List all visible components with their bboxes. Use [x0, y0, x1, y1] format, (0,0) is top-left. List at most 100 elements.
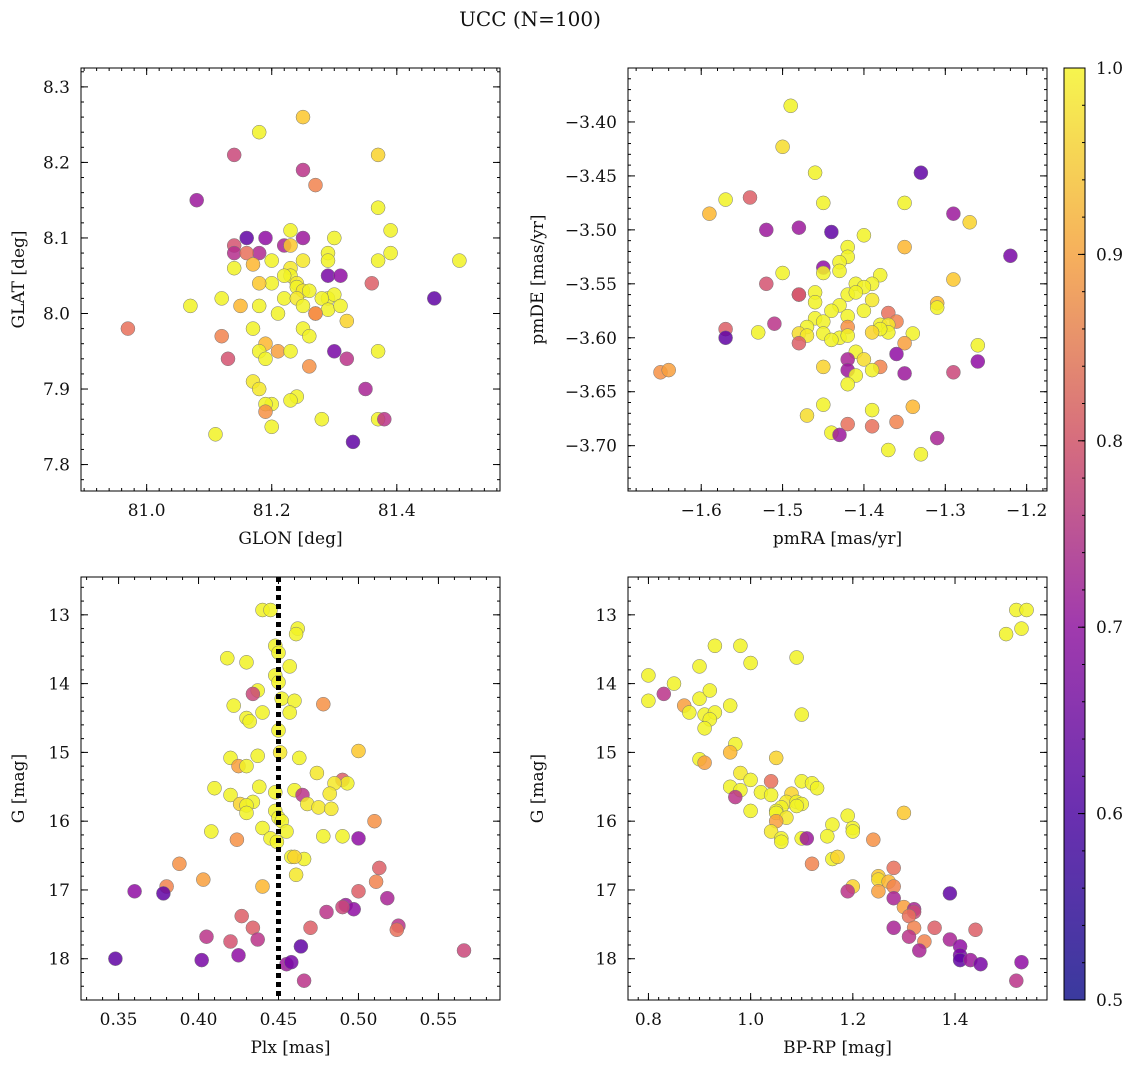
scatter-point — [763, 774, 779, 789]
scatter-point — [641, 693, 656, 709]
scatter-point — [886, 860, 901, 876]
scatter-point — [794, 707, 809, 722]
scatter-point — [316, 696, 331, 712]
scatter-point — [183, 298, 198, 314]
scatter-point — [172, 856, 187, 872]
x-tick-label: 0.50 — [340, 1010, 378, 1030]
scatter-point — [913, 447, 929, 462]
scatter-point — [743, 803, 758, 819]
scatter-point — [308, 306, 323, 321]
scatter-point — [251, 124, 267, 140]
scatter-point — [345, 434, 361, 450]
scatter-point — [962, 215, 977, 230]
scatter-point — [697, 755, 712, 770]
scatter-point — [791, 287, 807, 302]
y-tick-label: 17 — [48, 881, 70, 901]
scatter-point — [656, 686, 672, 702]
scatter-point — [255, 705, 270, 720]
scatter-point — [239, 230, 254, 246]
scatter-point — [296, 973, 312, 988]
scatter-point — [763, 787, 779, 803]
scatter-point — [358, 381, 373, 397]
y-tick-label: 7.8 — [43, 456, 70, 476]
scatter-point — [743, 772, 758, 788]
scatter-point — [333, 268, 348, 283]
scatter-point — [370, 147, 386, 163]
scatter-point — [258, 404, 273, 419]
scatter-point — [252, 779, 267, 795]
scatter-point — [245, 686, 261, 702]
scatter-point — [864, 402, 880, 418]
scatter-point — [799, 831, 815, 846]
scatter-point — [226, 260, 242, 276]
y-tick-label: 15 — [595, 743, 617, 763]
scatter-point — [901, 929, 917, 944]
scatter-point — [239, 805, 254, 821]
y-tick-label: 8.1 — [43, 229, 70, 249]
scatter-point — [250, 748, 265, 764]
y-axis-label: GLAT [deg] — [9, 230, 29, 328]
scatter-point — [718, 330, 733, 346]
y-tick-label: 18 — [48, 950, 70, 970]
y-tick-label: 15 — [48, 743, 70, 763]
scatter-point — [866, 832, 881, 847]
scatter-point — [196, 872, 211, 887]
scatter-point — [258, 230, 273, 246]
scatter-point — [809, 780, 825, 796]
colorbar-tick-label: 0.8 — [1096, 432, 1123, 452]
scatter-point — [364, 276, 380, 291]
scatter-points — [108, 602, 472, 988]
scatter-point — [856, 303, 872, 319]
panel-plx-g: 0.35 0.40 0.45 0.50 0.55 13 14 15 16 17 18 Plx [mas… — [9, 576, 501, 1058]
scatter-point — [1014, 621, 1029, 636]
x-tick-label: 0.55 — [419, 1010, 457, 1030]
scatter-point — [856, 352, 872, 367]
scatter-point — [308, 177, 323, 193]
scatter-point — [840, 808, 855, 823]
scatter-point — [824, 332, 839, 348]
scatter-point — [229, 832, 245, 847]
scatter-point — [897, 195, 912, 211]
scatter-point — [942, 886, 958, 901]
y-tick-label: 7.9 — [43, 380, 70, 400]
scatter-point — [889, 346, 904, 362]
panel-bprp-g: 0.8 1.0 1.2 1.4 13 14 15 16 17 18 BP-RP [mag] G [ma… — [528, 576, 1048, 1058]
scatter-point — [287, 849, 302, 865]
x-tick-label: 81.4 — [378, 501, 416, 521]
scatter-point — [370, 253, 386, 268]
scatter-point — [295, 230, 311, 246]
scatter-point — [896, 805, 912, 821]
x-tick-label: −1.2 — [1006, 501, 1047, 521]
scatter-point — [820, 829, 835, 844]
scatter-point — [830, 849, 845, 865]
y-tick-label: −3.65 — [565, 383, 617, 403]
scatter-point — [682, 705, 697, 720]
scatter-point — [108, 951, 123, 966]
scatter-point — [774, 834, 789, 850]
scatter-point — [816, 195, 831, 211]
scatter-point — [303, 920, 318, 936]
scatter-point — [845, 824, 861, 839]
colorbar-gradient — [1063, 67, 1086, 1001]
scatter-point — [804, 856, 820, 872]
scatter-point — [456, 943, 472, 958]
tick-marks — [81, 577, 500, 1001]
scatter-point — [233, 298, 248, 314]
x-axis-label: GLON [deg] — [238, 529, 342, 549]
scatter-point — [322, 786, 337, 801]
scatter-points — [120, 109, 467, 450]
scatter-point — [223, 934, 238, 949]
scatter-point — [234, 908, 249, 924]
scatter-point — [886, 920, 901, 936]
scatter-point — [283, 393, 298, 408]
scatter-point — [283, 238, 298, 253]
scatter-point — [1014, 954, 1029, 970]
scatter-point — [913, 165, 929, 180]
scatter-point — [251, 276, 267, 291]
scatter-point — [791, 335, 807, 351]
scatter-point — [327, 230, 342, 246]
y-tick-label: 16 — [595, 812, 617, 832]
x-tick-label: 81.2 — [253, 501, 291, 521]
scatter-point — [666, 676, 682, 691]
